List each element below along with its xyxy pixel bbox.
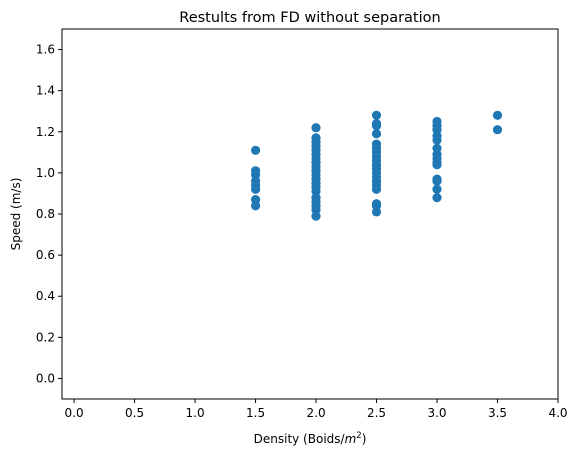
y-tick-label: 1.4 xyxy=(36,84,55,98)
y-tick-label: 0.8 xyxy=(36,207,55,221)
scatter-point xyxy=(311,123,321,133)
x-tick-label: 0.5 xyxy=(125,406,144,420)
scatter-point xyxy=(492,110,503,120)
y-tick-label: 1.2 xyxy=(36,125,55,139)
scatter-point xyxy=(432,160,442,170)
scatter-point xyxy=(251,201,261,211)
x-axis-ticks: 0.0 0.5 1.0 1.5 2.0 2.5 3.0 3.5 4.0 xyxy=(65,399,568,420)
scatter-point xyxy=(251,145,261,155)
x-axis-label: Density (Boids/m2) xyxy=(254,431,367,446)
y-tick-label: 1.0 xyxy=(36,166,55,180)
x-axis-label-suffix: ) xyxy=(362,432,367,446)
chart-title: Restults from FD without separation xyxy=(179,10,440,26)
scatter-point xyxy=(432,184,442,194)
scatter-point xyxy=(371,207,382,217)
x-axis-label-math: m xyxy=(345,432,357,446)
scatter-point xyxy=(371,110,382,120)
y-tick-label: 0.2 xyxy=(36,330,55,344)
y-axis-ticks: 0.0 0.2 0.4 0.6 0.8 1.0 1.2 1.4 1.6 xyxy=(36,43,62,385)
y-tick-label: 0.4 xyxy=(36,289,55,303)
y-axis-label: Speed (m/s) xyxy=(9,178,23,251)
x-tick-label: 0.0 xyxy=(65,406,84,420)
y-tick-label: 1.6 xyxy=(36,43,55,57)
scatter-point xyxy=(432,193,442,203)
x-tick-label: 3.5 xyxy=(488,406,507,420)
x-tick-label: 4.0 xyxy=(548,406,567,420)
x-tick-label: 3.0 xyxy=(427,406,446,420)
scatter-point xyxy=(311,211,321,221)
x-tick-label: 1.0 xyxy=(186,406,205,420)
scatter-point xyxy=(251,184,261,194)
x-axis-label-superscript: 2 xyxy=(356,431,361,441)
scatter-point xyxy=(432,135,442,145)
x-tick-label: 2.0 xyxy=(307,406,326,420)
scatter-point xyxy=(371,129,382,139)
scatter-point xyxy=(492,125,503,135)
scatter-point xyxy=(432,176,442,186)
scatter-point xyxy=(371,121,382,131)
plot-frame xyxy=(61,28,559,400)
y-tick-label: 0.6 xyxy=(36,248,55,262)
x-tick-label: 1.5 xyxy=(246,406,265,420)
x-tick-label: 2.5 xyxy=(367,406,386,420)
x-axis-label-prefix: Density (Boids/ xyxy=(254,432,346,446)
points-layer xyxy=(251,110,503,221)
y-tick-label: 0.0 xyxy=(36,371,55,385)
plot-area xyxy=(62,29,558,399)
scatter-point xyxy=(371,184,382,194)
